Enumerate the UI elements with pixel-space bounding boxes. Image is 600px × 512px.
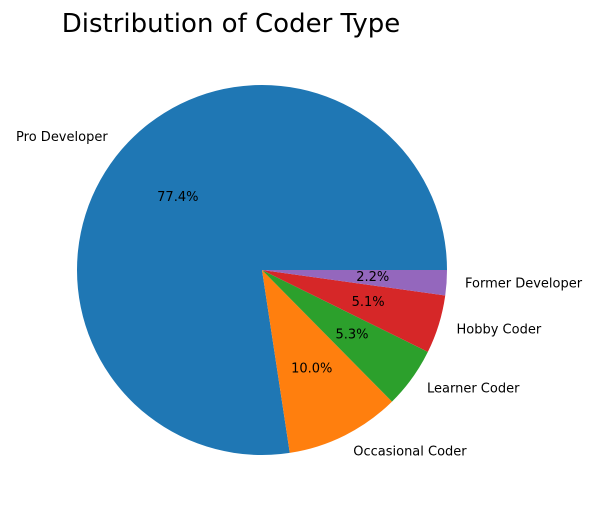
slice-label-occasional-coder: Occasional Coder (353, 444, 467, 459)
pie-slice-former-developer (262, 270, 447, 296)
pie-slices (77, 85, 448, 456)
slice-percent-former-developer: 2.2% (356, 270, 389, 285)
slice-percent-hobby-coder: 5.1% (352, 295, 385, 310)
pie-slice-learner-coder (262, 270, 428, 402)
slice-percent-occasional-coder: 10.0% (291, 362, 332, 377)
slice-label-pro-developer: Pro Developer (16, 130, 108, 145)
chart-title: Distribution of Coder Type (62, 9, 401, 39)
slice-percent-learner-coder: 5.3% (335, 327, 368, 342)
pie-labels: Pro Developer 77.4% Occasional Coder 10.0% L… (16, 130, 583, 460)
slice-label-hobby-coder: Hobby Coder (457, 322, 542, 337)
slice-label-former-developer: Former Developer (465, 277, 583, 292)
pie-slice-hobby-coder (262, 270, 446, 352)
slice-label-learner-coder: Learner Coder (427, 382, 520, 397)
slice-percent-pro-developer: 77.4% (157, 190, 198, 205)
pie-slice-occasional-coder (262, 270, 392, 453)
